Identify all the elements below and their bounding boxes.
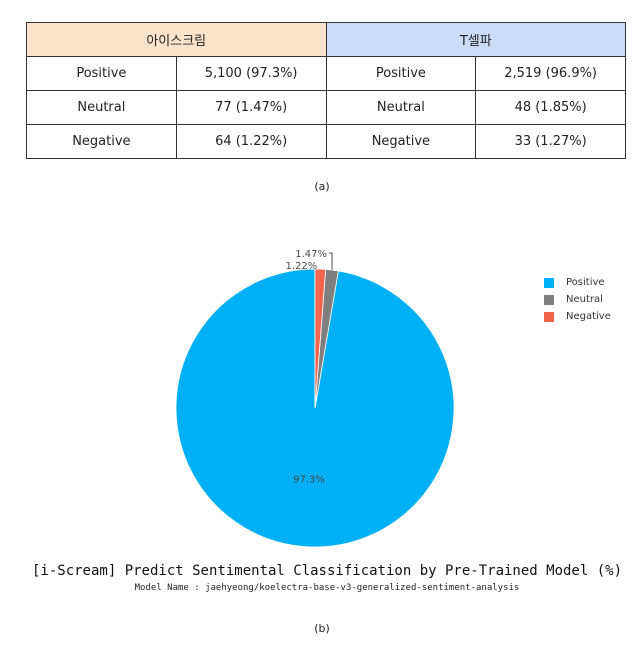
- table-row: Negative 64 (1.22%) Negative 33 (1.27%): [26, 124, 626, 159]
- table-header-icecream: 아이스크림: [26, 22, 327, 57]
- legend-item-positive[interactable]: Positive: [544, 274, 611, 291]
- legend-swatch-positive: [544, 277, 554, 288]
- table-cell: 5,100 (97.3%): [175, 56, 327, 91]
- table-cell: 77 (1.47%): [175, 90, 327, 125]
- table-cell: Positive: [325, 56, 477, 91]
- table-cell: 48 (1.85%): [475, 90, 626, 125]
- table-cell: Positive: [26, 56, 177, 91]
- chart-title: [i-Scream] Predict Sentimental Classific…: [31, 563, 622, 579]
- table-cell: 33 (1.27%): [475, 124, 626, 159]
- chart-legend: Positive Neutral Negative: [544, 274, 611, 325]
- table-header-tsherpa: T셀파: [325, 22, 626, 57]
- data-label-negative: 1.22%: [286, 261, 318, 272]
- legend-item-neutral[interactable]: Neutral: [544, 291, 611, 308]
- legend-swatch-negative: [544, 311, 554, 322]
- table-cell: 2,519 (96.9%): [475, 56, 626, 91]
- leader-line-neutral: [329, 252, 333, 271]
- chart-subtitle: Model Name : jaehyeong/koelectra-base-v3…: [134, 583, 520, 593]
- caption-b: (b): [314, 622, 330, 635]
- pie-slice-negative[interactable]: [314, 268, 327, 409]
- table-row: Neutral 77 (1.47%) Neutral 48 (1.85%): [26, 90, 626, 125]
- legend-swatch-neutral: [544, 294, 554, 305]
- table-row: Positive 5,100 (97.3%) Positive 2,519 (9…: [26, 56, 626, 91]
- data-label-positive: 97.3%: [293, 475, 325, 486]
- sentiment-table: 아이스크림 T셀파 Positive 5,100 (97.3%) Positiv…: [26, 22, 626, 159]
- caption-a: (a): [314, 180, 330, 193]
- table-cell: 64 (1.22%): [175, 124, 327, 159]
- data-label-neutral: 1.47%: [295, 249, 327, 260]
- pie-chart: 97.3% 1.47%1.22%: [175, 249, 455, 548]
- table-cell: Negative: [26, 124, 177, 159]
- legend-label: Neutral: [566, 294, 603, 305]
- legend-label: Positive: [566, 277, 605, 288]
- legend-label: Negative: [566, 311, 611, 322]
- table-cell: Neutral: [325, 90, 477, 125]
- table-cell: Negative: [325, 124, 477, 159]
- legend-item-negative[interactable]: Negative: [544, 308, 611, 325]
- table-cell: Neutral: [26, 90, 177, 125]
